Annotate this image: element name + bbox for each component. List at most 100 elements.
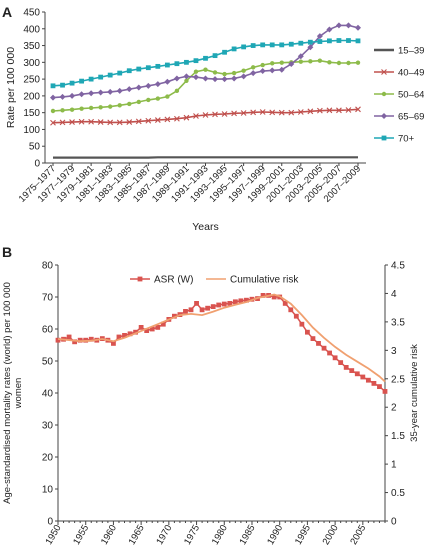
data-point [326, 26, 333, 33]
data-point [203, 55, 208, 61]
data-point [133, 329, 138, 335]
data-point [332, 355, 338, 361]
chart-a: A0501001502002503003504004501975–1977197… [2, 4, 424, 233]
data-point [231, 75, 238, 82]
data-point [238, 298, 244, 304]
y-tick-label-a: 0 [34, 159, 40, 170]
y-tick-label-b: 10 [42, 485, 54, 496]
y2-tick-label-b: 3 [391, 346, 397, 357]
data-point [193, 58, 199, 64]
data-point [98, 105, 103, 110]
data-point [307, 44, 314, 51]
data-point [60, 82, 65, 88]
data-point [346, 38, 351, 43]
data-point [136, 66, 142, 72]
data-point [269, 67, 276, 74]
y-tick-label-b: 70 [42, 293, 54, 304]
data-point [240, 110, 247, 116]
data-point [98, 74, 104, 80]
legend-marker [381, 91, 387, 97]
panel-label-a: A [2, 4, 12, 20]
data-point [138, 325, 144, 330]
data-point [146, 97, 151, 103]
y2-tick-label-b: 1 [391, 460, 397, 471]
data-point [136, 99, 141, 105]
data-point [174, 115, 180, 122]
data-point [327, 350, 332, 356]
data-point [244, 297, 249, 303]
data-point [269, 109, 276, 116]
legend-marker [381, 113, 387, 119]
data-point [164, 116, 171, 123]
data-point [173, 75, 180, 82]
x-tick-label-b: 1980 [210, 523, 230, 547]
y-tick-label-a: 250 [23, 75, 40, 86]
data-point [338, 360, 344, 365]
data-point [307, 39, 313, 45]
legend-item: 15–39 [374, 46, 424, 57]
data-point [88, 90, 95, 97]
x-tick-label-b: 1990 [265, 523, 285, 547]
y2-tick-label-b: 0.5 [391, 488, 405, 499]
data-point [174, 88, 180, 94]
data-point [50, 94, 56, 101]
x-tick-label-b: 1975 [182, 523, 202, 547]
data-point [72, 339, 78, 345]
data-point [183, 114, 190, 121]
data-point [279, 60, 284, 65]
data-point [288, 41, 294, 47]
y-tick-label-a: 50 [29, 142, 41, 153]
data-point [154, 117, 161, 123]
data-point [69, 92, 76, 99]
data-point [282, 301, 288, 306]
data-point [298, 40, 304, 46]
data-point [78, 91, 85, 98]
data-point [127, 331, 133, 337]
data-point [116, 87, 123, 94]
data-point [50, 108, 56, 114]
data-point [355, 60, 361, 65]
data-point [212, 70, 218, 75]
data-point [336, 60, 342, 66]
data-point [250, 43, 256, 48]
data-point [354, 371, 360, 377]
data-point [250, 65, 256, 70]
data-point [165, 94, 170, 99]
data-point [50, 83, 56, 89]
y2-tick-label-b: 0 [391, 517, 397, 528]
data-point [279, 42, 285, 48]
data-point [278, 66, 285, 73]
data-point [231, 70, 237, 76]
data-point [346, 60, 351, 66]
data-point [97, 119, 104, 125]
data-point [107, 88, 114, 95]
data-point [241, 44, 247, 50]
data-point [111, 341, 116, 346]
y-tick-label-b: 80 [42, 261, 54, 272]
data-point [365, 377, 371, 383]
data-point [155, 325, 161, 330]
data-point [193, 113, 199, 119]
legend-label: 15–39 [398, 46, 424, 57]
legend-marker [137, 276, 143, 282]
data-point [270, 61, 275, 66]
y2-tick-label-b: 3.5 [391, 317, 405, 328]
data-point [107, 119, 114, 126]
data-point [117, 70, 123, 76]
data-point [305, 329, 310, 335]
data-point [183, 309, 188, 314]
data-point [221, 301, 227, 307]
data-point [88, 336, 94, 342]
y-axis-title-a: Rate per 100 000 [5, 47, 17, 128]
data-point [250, 70, 257, 77]
y-tick-label-b: 40 [42, 389, 54, 400]
data-point [199, 307, 205, 313]
data-point [231, 110, 237, 117]
data-point [155, 96, 161, 101]
x-tick-label-b: 1960 [99, 523, 119, 547]
data-point [355, 106, 361, 113]
data-point [288, 109, 295, 116]
data-point [50, 119, 56, 126]
data-point [231, 46, 237, 52]
data-point [164, 78, 171, 85]
